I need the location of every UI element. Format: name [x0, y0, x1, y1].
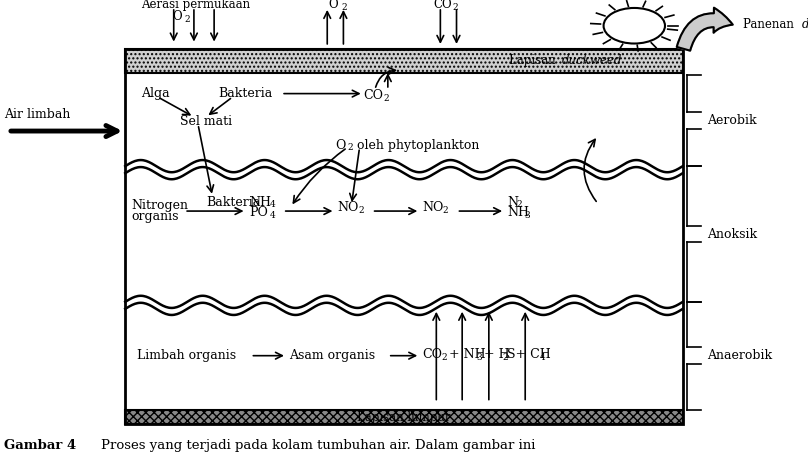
Text: + NH: + NH: [445, 348, 486, 361]
Text: 2: 2: [516, 200, 522, 210]
Text: duckweed: duckweed: [802, 18, 808, 31]
Text: duckweed: duckweed: [562, 54, 622, 67]
Text: 4: 4: [270, 211, 276, 220]
Text: O: O: [172, 10, 182, 23]
Text: NH: NH: [249, 196, 271, 209]
Text: Asam organis: Asam organis: [289, 349, 376, 362]
Text: Gambar 4: Gambar 4: [4, 439, 76, 452]
FancyArrowPatch shape: [677, 8, 733, 51]
FancyArrowPatch shape: [677, 8, 733, 51]
Text: 4: 4: [540, 353, 545, 362]
Text: Bakteria: Bakteria: [218, 87, 272, 100]
Text: Alga: Alga: [141, 87, 170, 100]
Text: 2: 2: [383, 94, 389, 103]
Text: S+ CH: S+ CH: [507, 348, 550, 361]
Text: 2: 2: [443, 206, 448, 215]
Text: organis: organis: [132, 210, 179, 223]
Text: 3: 3: [477, 353, 482, 362]
Text: Bakteria: Bakteria: [206, 196, 260, 209]
Text: Limbah organis: Limbah organis: [137, 349, 237, 362]
Text: Lapisan: Lapisan: [509, 54, 559, 67]
Text: NO: NO: [338, 201, 359, 214]
Text: O: O: [329, 0, 339, 11]
Text: Air limbah: Air limbah: [4, 108, 70, 121]
Text: 4: 4: [270, 200, 276, 210]
Text: 2: 2: [184, 15, 190, 24]
Text: 3: 3: [524, 211, 530, 220]
Text: Sel mati: Sel mati: [180, 115, 233, 128]
Text: Proses yang terjadi pada kolam tumbuhan air. Dalam gambar ini: Proses yang terjadi pada kolam tumbuhan …: [101, 439, 536, 452]
Text: Aerasi permukaan: Aerasi permukaan: [141, 0, 250, 11]
Text: N: N: [507, 196, 519, 209]
Text: Lapisan lumpur: Lapisan lumpur: [357, 411, 451, 424]
Text: + H: + H: [480, 348, 510, 361]
Text: oleh phytoplankton: oleh phytoplankton: [353, 139, 479, 152]
Bar: [125, 410, 683, 424]
Text: Aerobik: Aerobik: [707, 114, 756, 127]
Circle shape: [604, 8, 665, 44]
Text: PO: PO: [249, 206, 267, 219]
Text: O: O: [335, 139, 346, 152]
Text: CO: CO: [364, 89, 384, 102]
Text: 2: 2: [452, 2, 458, 12]
Text: Anoksik: Anoksik: [707, 227, 757, 241]
Text: Panenan: Panenan: [743, 18, 798, 31]
Text: Anaerobik: Anaerobik: [707, 349, 772, 362]
Text: NH: NH: [507, 206, 529, 219]
Text: 2: 2: [347, 143, 353, 152]
Text: CO: CO: [422, 348, 442, 361]
Text: NO: NO: [423, 201, 444, 214]
Text: 2: 2: [441, 353, 447, 362]
Text: CO: CO: [433, 0, 452, 11]
Text: 2: 2: [358, 206, 364, 215]
Text: 2: 2: [503, 353, 508, 362]
Bar: [125, 49, 683, 424]
Text: 2: 2: [341, 2, 347, 12]
Text: Nitrogen: Nitrogen: [132, 199, 189, 212]
Bar: [125, 49, 683, 73]
